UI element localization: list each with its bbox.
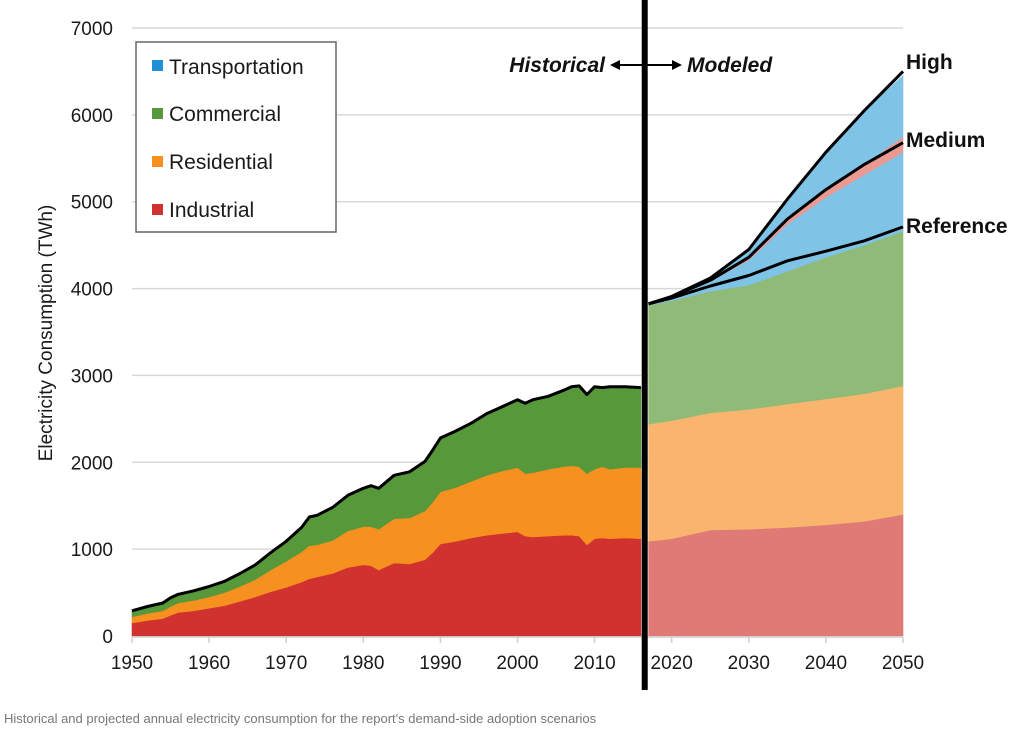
scenario-line-reference [648, 225, 904, 306]
figure-caption: Historical and projected annual electric… [4, 711, 597, 726]
left-arrow-icon [610, 60, 620, 70]
y-tick-label: 5000 [71, 193, 113, 214]
y-axis-title: Electricity Consumption (TWh) [36, 205, 57, 462]
scenario-label-medium: Medium [906, 129, 985, 152]
legend-label-residential: Residential [169, 151, 273, 174]
total-lines [131, 70, 905, 613]
x-tick-label: 1960 [188, 653, 230, 674]
right-arrow-icon [672, 60, 682, 70]
y-tick-label: 4000 [71, 280, 113, 301]
x-tick-label: 2030 [728, 653, 770, 674]
y-axis: 0 1000 2000 3000 4000 5000 6000 7000 [71, 19, 113, 648]
legend-box [135, 41, 337, 233]
x-tick-label: 2000 [496, 653, 538, 674]
legend-swatch-transportation [152, 60, 163, 71]
y-tick-label: 1000 [71, 540, 113, 561]
x-tick-label: 2010 [573, 653, 615, 674]
x-tick-label: 1970 [265, 653, 307, 674]
x-tick-label: 2020 [651, 653, 693, 674]
y-tick-label: 3000 [71, 366, 113, 387]
x-tick-label: 1980 [342, 653, 384, 674]
scenario-label-high: High [906, 51, 953, 74]
x-tick-label: 1950 [111, 653, 153, 674]
x-tick-label: 2050 [882, 653, 924, 674]
electricity-consumption-chart: 1950 1960 1970 1980 1990 2000 2010 2020 2030 2040… [36, 0, 1008, 690]
legend-label-commercial: Commercial [169, 103, 281, 126]
legend: Transportation Commercial Residential In… [135, 41, 337, 233]
y-tick-label: 7000 [71, 19, 113, 40]
x-tick-label: 1990 [419, 653, 461, 674]
historical-label: Historical [509, 54, 606, 77]
scenario-line-high [648, 70, 905, 306]
modeled-label: Modeled [687, 54, 773, 77]
legend-swatch-residential [152, 156, 163, 167]
y-tick-label: 2000 [71, 453, 113, 474]
x-tick-label: 2040 [805, 653, 847, 674]
legend-swatch-industrial [152, 204, 163, 215]
legend-swatch-commercial [152, 108, 163, 119]
historical-total-line [131, 384, 641, 613]
y-tick-label: 6000 [71, 106, 113, 127]
legend-label-industrial: Industrial [169, 199, 254, 222]
scenario-label-reference: Reference [906, 215, 1008, 238]
period-annotation: Historical Modeled [509, 54, 773, 77]
x-axis: 1950 1960 1970 1980 1990 2000 2010 2020 2030 2040… [111, 636, 924, 674]
y-tick-label: 0 [102, 627, 113, 648]
legend-label-transportation: Transportation [169, 56, 304, 79]
